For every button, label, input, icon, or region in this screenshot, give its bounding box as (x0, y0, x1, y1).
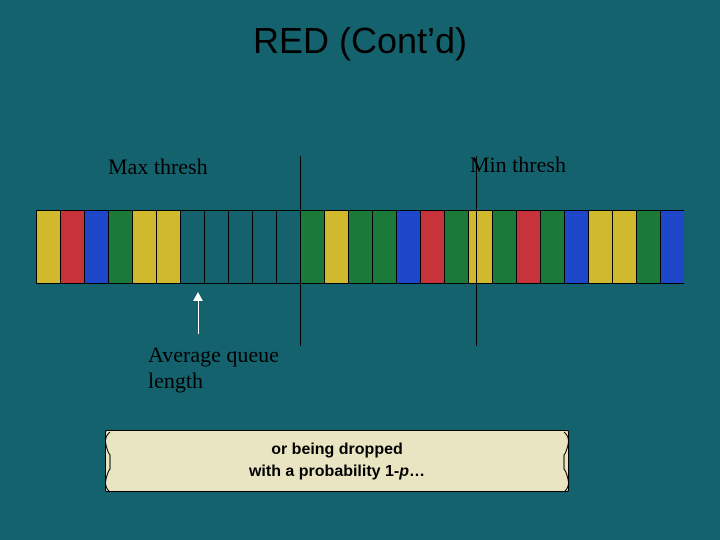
max-thresh-marker (300, 156, 301, 346)
queue-segment (397, 211, 420, 283)
queue-segment (157, 211, 180, 283)
caption-banner: or being dropped with a probability 1-p… (105, 430, 569, 492)
queue-segment (133, 211, 156, 283)
queue-segment (205, 211, 228, 283)
queue-segment (61, 211, 84, 283)
queue-segment (37, 211, 60, 283)
queue-segment (301, 211, 324, 283)
queue-segment (565, 211, 588, 283)
page-title: RED (Cont’d) (0, 20, 720, 62)
banner-line2-suffix: … (409, 463, 425, 480)
queue-segment (661, 211, 684, 283)
queue-segment (541, 211, 564, 283)
queue-segment (445, 211, 468, 283)
avg-arrow-line (198, 301, 199, 334)
queue-segment (517, 211, 540, 283)
queue-segment (637, 211, 660, 283)
banner-line2-prefix: with a probability 1- (249, 463, 399, 480)
banner-text: or being dropped with a probability 1-p… (106, 439, 568, 483)
queue-diagram (36, 210, 684, 284)
min-thresh-label: Min thresh (470, 152, 566, 178)
queue-segment (349, 211, 372, 283)
queue-segment (613, 211, 636, 283)
banner-line1: or being dropped (271, 441, 403, 458)
queue-segment (253, 211, 276, 283)
queue-segment (469, 211, 492, 283)
banner-line2-var: p (399, 463, 409, 480)
queue-segment (589, 211, 612, 283)
queue-segment (373, 211, 396, 283)
queue-segment (181, 211, 204, 283)
queue-segment (229, 211, 252, 283)
queue-segment (421, 211, 444, 283)
queue-segment (493, 211, 516, 283)
min-thresh-marker (476, 156, 477, 346)
queue-segment (277, 211, 300, 283)
queue-segment (325, 211, 348, 283)
avg-queue-label-l1: Average queue (148, 342, 279, 368)
queue-segment (109, 211, 132, 283)
avg-arrow-head (193, 292, 203, 301)
avg-queue-label-l2: length (148, 368, 203, 394)
queue-segment (85, 211, 108, 283)
max-thresh-label: Max thresh (108, 154, 208, 180)
